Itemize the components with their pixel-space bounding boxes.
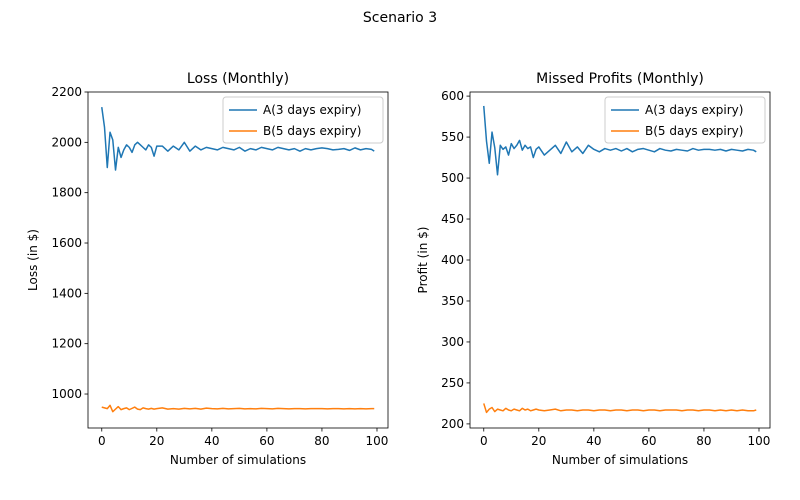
- y-axis-label: Loss (in $): [26, 229, 40, 291]
- figure-suptitle: Scenario 3: [363, 10, 437, 26]
- series-line-a: [101, 106, 375, 171]
- y-tick-label: 2000: [51, 135, 82, 149]
- x-tick-label: 40: [204, 434, 219, 448]
- y-tick-label: 450: [441, 212, 464, 226]
- chart-missed-profits-monthly: Missed Profits (Monthly) 0 20 40 60 80 100 200 2…: [416, 71, 770, 467]
- chart-title: Missed Profits (Monthly): [536, 71, 704, 87]
- y-tick-label: 1000: [51, 387, 82, 401]
- legend-entry-label: B(5 days expiry): [645, 124, 743, 138]
- y-tick-label: 550: [441, 130, 464, 144]
- x-tick-label: 100: [748, 434, 771, 448]
- x-tick-label: 0: [480, 434, 488, 448]
- x-tick-label: 80: [314, 434, 329, 448]
- chart-title: Loss (Monthly): [187, 71, 289, 87]
- y-tick-label: 1400: [51, 286, 82, 300]
- series-line-b: [101, 404, 375, 413]
- axes-frame: [87, 91, 389, 429]
- legend-entry-label: A(3 days expiry): [645, 103, 743, 117]
- y-axis-label: Profit (in $): [416, 227, 430, 294]
- legend: A(3 days expiry) B(5 days expiry): [222, 96, 384, 144]
- x-tick-label: 0: [98, 434, 106, 448]
- legend-entry-label: B(5 days expiry): [263, 124, 361, 138]
- y-tick-label: 1800: [51, 186, 82, 200]
- x-tick-label: 100: [366, 434, 389, 448]
- series-line-a: [483, 105, 757, 176]
- chart-loss-monthly: Loss (Monthly) 0 20 40 60 80 100 1000 1200 1400 16…: [26, 71, 388, 467]
- y-tick-label: 500: [441, 171, 464, 185]
- y-tick-label: 2200: [51, 85, 82, 99]
- y-tick-label: 250: [441, 376, 464, 390]
- x-tick-label: 20: [149, 434, 164, 448]
- y-tick-label: 1600: [51, 236, 82, 250]
- y-tick-label: 300: [441, 335, 464, 349]
- x-axis-label: Number of simulations: [552, 453, 688, 467]
- x-tick-label: 60: [641, 434, 656, 448]
- y-tick-label: 600: [441, 89, 464, 103]
- y-tick-label: 200: [441, 417, 464, 431]
- x-tick-label: 60: [259, 434, 274, 448]
- y-tick-label: 350: [441, 294, 464, 308]
- legend-box: [222, 96, 384, 144]
- y-tick-label: 1200: [51, 337, 82, 351]
- legend-box: [604, 96, 766, 144]
- legend-entry-label: A(3 days expiry): [263, 103, 361, 117]
- x-axis-label: Number of simulations: [170, 453, 306, 467]
- y-tick-label: 400: [441, 253, 464, 267]
- x-tick-label: 20: [531, 434, 546, 448]
- x-tick-label: 40: [586, 434, 601, 448]
- legend: A(3 days expiry) B(5 days expiry): [604, 96, 766, 144]
- series-line-b: [483, 403, 757, 414]
- x-tick-label: 80: [696, 434, 711, 448]
